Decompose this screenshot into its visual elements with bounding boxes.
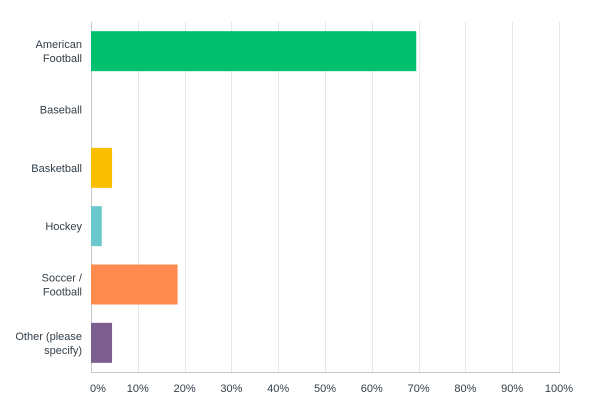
bar: [91, 31, 417, 72]
x-tick-label: 30%: [220, 383, 242, 395]
bar: [91, 206, 102, 247]
category-label: Other (please specify): [15, 331, 82, 357]
category-label: Hockey: [45, 221, 82, 233]
category-label: Basketball: [31, 163, 82, 175]
bar: [91, 264, 178, 305]
grid-lines: [91, 22, 560, 373]
category-labels: American Football Baseball Basketball Hockey…: [15, 39, 83, 357]
category-label: American Football: [36, 39, 82, 65]
x-tick-label: 50%: [314, 383, 336, 395]
x-axis-ticks: 0% 10% 20% 30% 40% 50% 60% 70% 80% 90% 100%: [90, 383, 573, 395]
x-tick-label: 100%: [545, 383, 573, 395]
x-tick-label: 0%: [90, 383, 106, 395]
x-tick-label: 80%: [454, 383, 476, 395]
category-label: Soccer / Football: [42, 273, 83, 299]
x-tick-label: 70%: [408, 383, 430, 395]
x-tick-label: 10%: [127, 383, 149, 395]
x-tick-label: 90%: [501, 383, 523, 395]
bars: [91, 31, 417, 363]
bar: [91, 147, 113, 188]
x-tick-label: 40%: [267, 383, 289, 395]
x-tick-label: 60%: [361, 383, 383, 395]
x-tick-label: 20%: [174, 383, 196, 395]
bar: [91, 322, 113, 363]
category-label: Baseball: [40, 105, 82, 117]
